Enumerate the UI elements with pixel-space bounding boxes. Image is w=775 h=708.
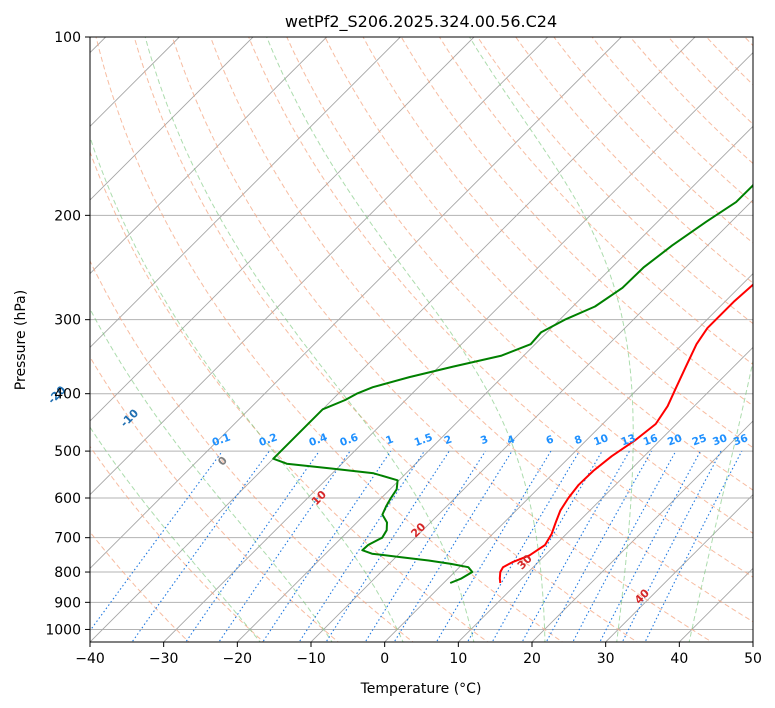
dry-adiabat (90, 150, 489, 642)
isotherm-line (163, 52, 753, 642)
mixing-ratio-line (393, 450, 513, 642)
y-tick-label: 100 (54, 30, 81, 46)
isotherm-line (605, 494, 753, 642)
mixing-ratio-label: 0.2 (257, 431, 279, 449)
dry-adiabat (95, 37, 564, 642)
x-tick-label: 10 (449, 651, 467, 667)
x-tick-label: −30 (149, 651, 179, 667)
x-tick-label: 0 (380, 651, 389, 667)
mixing-ratio-line (90, 450, 223, 632)
plot-frame (89, 36, 754, 643)
dry-adiabat (362, 37, 753, 449)
y-tick-label: 1000 (45, 622, 81, 638)
mixing-ratio-line (325, 450, 450, 642)
dry-adiabat (248, 37, 753, 578)
isotherm-line (90, 37, 475, 422)
mixing-ratio-line (621, 450, 722, 642)
mixing-ratio-line (131, 450, 270, 642)
y-tick-label: 900 (54, 595, 81, 611)
isotherm-line (310, 199, 753, 642)
x-tick-label: 50 (744, 651, 762, 667)
dewpoint-profile-line (272, 182, 753, 584)
moist-adiabat (90, 426, 261, 642)
y-tick-label: 700 (54, 531, 81, 547)
mixing-ratio-line (466, 450, 580, 642)
isotherm-line (90, 37, 254, 201)
y-tick-label: 400 (54, 387, 81, 403)
y-tick-label: 500 (54, 444, 81, 460)
mixing-ratio-label: 4 (506, 433, 517, 447)
chart-title: wetPf2_S206.2025.324.00.56.C24 (285, 12, 557, 32)
mixing-ratio-label: 25 (691, 432, 709, 448)
mixing-ratio-line (298, 450, 425, 642)
mixing-ratio-label: 30 (711, 432, 729, 448)
x-tick-label: −40 (75, 651, 105, 667)
isotherm-line (531, 420, 753, 642)
grid-layer (90, 37, 753, 642)
dry-adiabat (171, 37, 713, 642)
isotherm-line (90, 37, 622, 569)
x-tick-label: 20 (523, 651, 541, 667)
moist-adiabat (90, 308, 333, 642)
mixing-ratio-label: 1 (384, 433, 395, 447)
isotherm-line (90, 37, 548, 496)
mixing-ratio-line (262, 450, 392, 642)
x-tick-label: −10 (296, 651, 326, 667)
isotherm-line (90, 37, 696, 642)
mixing-ratio-line (572, 450, 677, 642)
x-tick-label: 40 (670, 651, 688, 667)
isotherm-line (458, 346, 753, 642)
moist-adiabat (688, 358, 753, 642)
axis-layer: −40 −30 −20 −10 0 10 20 30 40 5010020030040050060… (45, 30, 762, 667)
dry-adiabat (438, 37, 753, 366)
mixing-ratio-label: 0.4 (307, 431, 329, 449)
mixing-ratio-line (599, 450, 701, 642)
mixing-ratio-label: 20 (666, 432, 684, 448)
isotherm-line (384, 273, 753, 642)
mixing-ratio-label: 3 (479, 433, 490, 447)
dry-adiabat (286, 37, 753, 534)
mixing-ratio-label: 16 (642, 432, 660, 448)
mixing-ratio-label: 13 (620, 432, 638, 448)
dry-adiabat (209, 37, 753, 623)
y-tick-label: 800 (54, 565, 81, 581)
isotherm-line (90, 37, 401, 348)
mixing-ratio-label: 8 (573, 433, 584, 447)
x-tick-label: −20 (223, 651, 253, 667)
mixing-ratio-label: 2 (443, 433, 454, 447)
dry-adiabat (133, 37, 638, 642)
mixing-ratio-label: 1.5 (413, 431, 435, 449)
mixing-ratio-line (218, 450, 351, 642)
moist-adiabat (469, 37, 634, 642)
dry-adiabat (324, 37, 753, 491)
dry-adiabat (90, 259, 414, 642)
mixing-ratio-label: 0.6 (338, 431, 360, 449)
mixing-ratio-line (185, 450, 320, 642)
dry-adiabat (90, 356, 340, 642)
mixing-ratio-line (364, 450, 486, 642)
mixing-ratio-label: 10 (592, 432, 610, 448)
mixing-ratio-label: 0.1 (211, 431, 233, 449)
isotherm-line (237, 125, 753, 642)
mixing-ratio-label: 6 (544, 433, 555, 447)
y-tick-label: 300 (54, 313, 81, 329)
label-layer: -100-90-80-70-60-50-40-30-20-10010203040… (45, 383, 750, 606)
y-tick-label: 600 (54, 491, 81, 507)
dry-adiabat (90, 531, 190, 642)
temperature-profile-line (498, 283, 753, 584)
y-tick-label: 200 (54, 208, 81, 224)
x-tick-label: 30 (597, 651, 615, 667)
moist-adiabat (144, 37, 475, 642)
isotherm-line (90, 37, 327, 275)
y-axis-label: Pressure (hPa) (13, 290, 29, 390)
x-axis-label: Temperature (°C) (360, 681, 482, 697)
mixing-ratio-label: 36 (732, 432, 750, 448)
series-layer (272, 182, 753, 584)
moist-adiabat (266, 37, 546, 642)
moist-adiabat (90, 135, 404, 642)
